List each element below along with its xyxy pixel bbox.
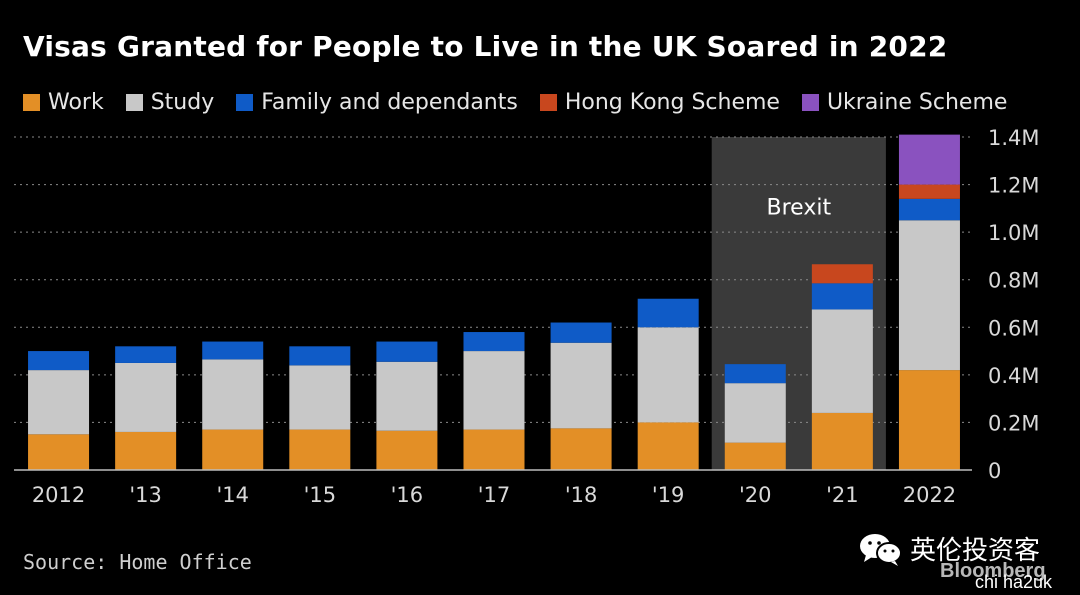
y-tick-label: 1.4M — [988, 126, 1040, 150]
legend-swatch-work — [23, 94, 40, 111]
bar-study-4 — [376, 361, 438, 431]
x-tick-label: '15 — [304, 483, 337, 507]
x-tick-label: '16 — [391, 483, 424, 507]
wechat-icon — [860, 533, 902, 566]
bar-study-1 — [115, 362, 177, 432]
bar-study-7 — [637, 327, 699, 423]
bar-study-0 — [28, 370, 90, 435]
chart-legend: Work Study Family and dependants Hong Ko… — [23, 90, 1029, 115]
bar-work-7 — [637, 422, 699, 470]
bar-work-9 — [811, 412, 873, 470]
watermark-handle: chi ha2uk — [975, 572, 1053, 592]
bar-work-4 — [376, 430, 438, 470]
bar-study-9 — [811, 309, 873, 413]
bar-hong-kong-scheme-10 — [898, 184, 960, 199]
x-tick-label: '13 — [129, 483, 162, 507]
x-tick-label: '19 — [652, 483, 685, 507]
bar-family-and-dependants-8 — [724, 364, 786, 384]
bar-family-and-dependants-7 — [637, 298, 699, 328]
bar-work-1 — [115, 431, 177, 470]
legend-label-hong-kong: Hong Kong Scheme — [564, 90, 780, 115]
bar-work-5 — [463, 429, 525, 470]
y-tick-label: 1.0M — [988, 221, 1040, 245]
y-tick-label: 0.2M — [988, 411, 1040, 435]
y-tick-label: 1.2M — [988, 174, 1040, 198]
legend-swatch-family — [236, 94, 254, 111]
legend-item-study: Study — [125, 90, 215, 115]
bar-family-and-dependants-0 — [28, 351, 90, 371]
bar-study-10 — [898, 220, 960, 371]
brexit-annotation: Brexit — [767, 195, 832, 220]
legend-swatch-ukraine — [801, 94, 819, 111]
bar-work-2 — [202, 429, 264, 470]
x-tick-label: '14 — [216, 483, 249, 507]
bar-family-and-dependants-6 — [550, 322, 612, 343]
legend-swatch-study — [125, 94, 143, 111]
bar-work-0 — [28, 434, 90, 470]
bar-study-8 — [724, 383, 786, 443]
legend-item-hong-kong: Hong Kong Scheme — [539, 90, 780, 115]
x-tick-label: '20 — [739, 483, 772, 507]
legend-label-study: Study — [150, 90, 215, 115]
legend-label-family: Family and dependants — [261, 90, 518, 115]
bar-work-3 — [289, 429, 351, 470]
x-tick-label: 2012 — [32, 483, 85, 507]
chart-title: Visas Granted for People to Live in the … — [23, 30, 948, 63]
bar-study-2 — [202, 359, 264, 430]
legend-item-ukraine: Ukraine Scheme — [801, 90, 1008, 115]
legend-label-ukraine: Ukraine Scheme — [826, 90, 1008, 115]
wechat-watermark: 英伦投资客 — [858, 530, 1040, 567]
bar-hong-kong-scheme-9 — [811, 264, 873, 284]
x-tick-label: '17 — [478, 483, 511, 507]
bar-work-6 — [550, 428, 612, 470]
wechat-account-name: 英伦投资客 — [910, 536, 1041, 566]
bloomberg-logo: Bloomberg — [940, 560, 1046, 582]
y-tick-label: 0.8M — [988, 269, 1040, 293]
bar-work-8 — [724, 442, 786, 470]
bar-family-and-dependants-10 — [898, 198, 960, 221]
bar-family-and-dependants-3 — [289, 346, 351, 366]
source-note: Source: Home Office — [23, 550, 252, 574]
legend-swatch-hong-kong — [539, 94, 557, 111]
bar-family-and-dependants-1 — [115, 346, 177, 363]
legend-item-work: Work — [23, 90, 104, 115]
x-tick-label: '21 — [826, 483, 859, 507]
bar-work-10 — [898, 370, 960, 470]
bar-family-and-dependants-9 — [811, 283, 873, 310]
bar-study-6 — [550, 342, 612, 429]
bar-family-and-dependants-4 — [376, 341, 438, 362]
legend-label-work: Work — [48, 90, 104, 115]
y-tick-label: 0.6M — [988, 316, 1040, 340]
x-tick-label: '18 — [565, 483, 598, 507]
y-tick-label: 0.4M — [988, 364, 1040, 388]
bar-study-3 — [289, 365, 351, 430]
legend-item-family: Family and dependants — [236, 90, 518, 115]
bar-family-and-dependants-2 — [202, 341, 264, 360]
bar-study-5 — [463, 351, 525, 430]
y-tick-label: 0 — [988, 459, 1001, 483]
bar-family-and-dependants-5 — [463, 332, 525, 352]
x-tick-label: 2022 — [903, 483, 956, 507]
bar-ukraine-scheme-10 — [898, 134, 960, 185]
